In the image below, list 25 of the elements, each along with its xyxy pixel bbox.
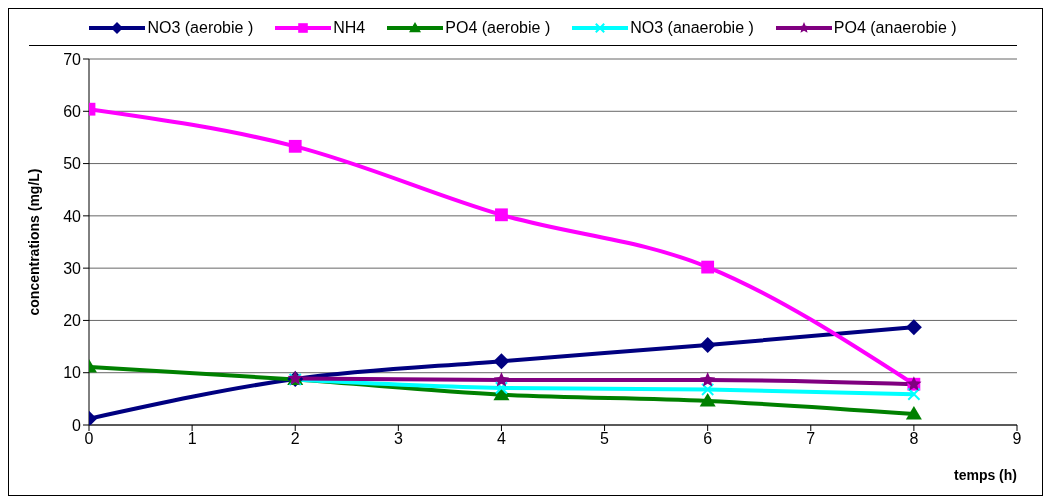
legend-label: NO3 (aerobie ) <box>147 19 254 37</box>
x-tick-label: 8 <box>909 430 919 448</box>
y-tick-label: 70 <box>63 50 82 68</box>
x-tick-label: 7 <box>806 430 816 448</box>
x-tick-label: 0 <box>84 430 94 448</box>
legend-label: PO4 (aerobie ) <box>445 19 551 37</box>
x-tick-label: 5 <box>600 430 610 448</box>
x-tick-label: 9 <box>1012 430 1022 448</box>
y-tick-label: 30 <box>63 259 82 277</box>
y-axis-title: concentrations (mg/L) <box>25 168 42 316</box>
x-tick-label: 4 <box>496 430 506 448</box>
legend-label: PO4 (anaerobie ) <box>833 19 957 37</box>
x-tick-label: 6 <box>703 430 713 448</box>
x-tick-label: 1 <box>187 430 197 448</box>
y-tick-label: 20 <box>63 312 82 330</box>
y-tick-label: 40 <box>63 207 82 225</box>
y-tick-label: 50 <box>63 155 82 173</box>
x-axis-title: temps (h) <box>954 467 1017 483</box>
y-tick-label: 60 <box>63 102 82 120</box>
y-tick-label: 10 <box>63 364 82 382</box>
y-tick-label: 0 <box>72 416 82 434</box>
legend-label: NO3 (anaerobie ) <box>630 19 754 37</box>
x-tick-label: 2 <box>290 430 300 448</box>
legend-label: NH4 <box>333 19 366 37</box>
x-tick-label: 3 <box>393 430 403 448</box>
